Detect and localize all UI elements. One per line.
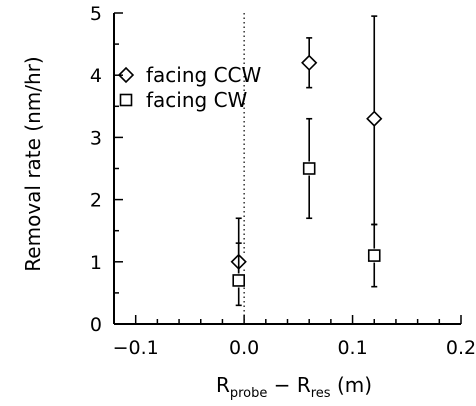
- x-tick-label: 0.1: [337, 337, 367, 359]
- y-tick-label: 4: [90, 65, 102, 87]
- diamond-marker: [117, 66, 135, 84]
- x-axis-title-sub1: probe: [230, 386, 268, 401]
- x-axis-title-main2: R: [297, 373, 311, 397]
- y-tick-label: 2: [90, 190, 102, 212]
- marker-backdrop: [302, 55, 317, 70]
- y-axis-title: Removal rate (nm/hr): [21, 56, 45, 271]
- square-marker: [367, 249, 381, 262]
- ticks: 0 1 2 3 4 5 −0.1 0.0 0.1 0.2: [90, 3, 476, 359]
- square-marker: [119, 93, 133, 107]
- x-axis-title-main1: R: [216, 373, 230, 397]
- x-axis-title-sub2: res: [311, 386, 331, 401]
- marker-backdrop: [367, 248, 382, 263]
- x-tick-label: 0.2: [446, 337, 476, 359]
- square-marker: [232, 274, 246, 287]
- x-tick-label: −0.1: [113, 337, 159, 359]
- y-tick-label: 3: [90, 127, 102, 149]
- x-axis-title: Rprobe − Rres (m): [216, 373, 372, 401]
- y-tick-label: 5: [90, 3, 102, 25]
- diamond-marker: [301, 54, 318, 71]
- x-axis-title-unit: (m): [331, 373, 372, 397]
- square-marker: [302, 162, 316, 175]
- data-points: [230, 15, 383, 307]
- legend-label: facing CW: [146, 88, 248, 112]
- diamond-marker: [366, 110, 383, 127]
- x-tick-label: 0.0: [229, 337, 259, 359]
- y-tick-label: 0: [90, 314, 102, 336]
- legend-label: facing CCW: [146, 63, 262, 87]
- y-tick-label: 1: [90, 252, 102, 274]
- marker-backdrop: [367, 111, 382, 126]
- marker-backdrop: [231, 273, 246, 288]
- x-axis-title-minus: −: [267, 373, 296, 397]
- axes: [113, 13, 461, 325]
- marker-backdrop: [302, 161, 317, 176]
